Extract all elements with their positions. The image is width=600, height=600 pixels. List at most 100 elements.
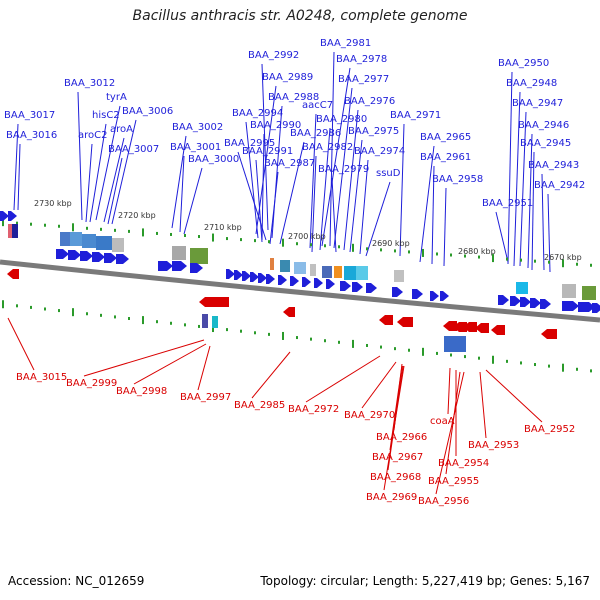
accession-label: Accession: NC_012659 bbox=[8, 574, 145, 588]
forward-gene-line bbox=[319, 127, 331, 251]
forward-gene-line bbox=[359, 159, 369, 255]
forward-gene-label: BAA_2995 bbox=[224, 138, 275, 149]
forward-gene-arrow bbox=[578, 302, 595, 312]
scale-tick bbox=[576, 262, 578, 266]
scale-tick bbox=[72, 308, 74, 317]
forward-gene-label: BAA_2965 bbox=[420, 132, 471, 143]
forward-gene-line bbox=[171, 135, 187, 229]
scale-tick bbox=[198, 324, 200, 328]
forward-gene-line bbox=[419, 145, 435, 263]
forward-gene-label: BAA_2986 bbox=[290, 128, 341, 139]
reverse-gene-line bbox=[361, 361, 397, 409]
scale-tick bbox=[170, 232, 172, 236]
scale-tick bbox=[240, 329, 242, 333]
forward-gene-line bbox=[547, 193, 551, 273]
scale-tick bbox=[338, 340, 340, 344]
forward-gene-line bbox=[237, 151, 267, 241]
forward-gene-arrow bbox=[56, 249, 69, 259]
reverse-gene-line bbox=[389, 365, 403, 451]
feature-block bbox=[70, 232, 82, 246]
forward-gene-label: BAA_2978 bbox=[336, 54, 387, 65]
forward-gene-label: BAA_3016 bbox=[6, 130, 57, 141]
scale-tick bbox=[338, 245, 340, 249]
scale-tick bbox=[436, 252, 438, 256]
forward-gene-line bbox=[255, 159, 263, 243]
reverse-gene-label: BAA_2956 bbox=[418, 496, 469, 507]
scale-tick bbox=[114, 315, 116, 319]
forward-gene-line bbox=[95, 105, 121, 221]
forward-gene-label: BAA_2974 bbox=[354, 146, 405, 157]
feature-block bbox=[294, 262, 306, 274]
forward-gene-line bbox=[17, 143, 21, 211]
reverse-gene-arrow bbox=[443, 321, 457, 331]
forward-gene-line bbox=[271, 105, 283, 239]
feature-blocks bbox=[8, 224, 596, 352]
scale-label: 2680 kbp bbox=[458, 247, 496, 256]
scale-tick bbox=[422, 248, 424, 257]
genome-summary: Topology: circular; Length: 5,227,419 bp… bbox=[260, 574, 590, 588]
scale-tick bbox=[16, 221, 18, 225]
forward-gene-arrow bbox=[314, 278, 323, 288]
scale-tick bbox=[324, 244, 326, 248]
forward-gene-label: BAA_2979 bbox=[318, 164, 369, 175]
forward-gene-label: BAA_2981 bbox=[320, 38, 371, 49]
scale-tick bbox=[282, 331, 284, 340]
feature-block bbox=[582, 286, 596, 300]
scale-tick bbox=[212, 324, 214, 333]
feature-block bbox=[444, 336, 466, 352]
reverse-gene-label: coaA bbox=[430, 416, 455, 427]
reverse-gene-arrow bbox=[463, 322, 477, 332]
scale-tick bbox=[422, 347, 424, 356]
scale-tick bbox=[520, 361, 522, 365]
scale-tick bbox=[506, 359, 508, 363]
reverse-gene-line bbox=[7, 317, 35, 371]
forward-gene-arrow bbox=[226, 269, 235, 279]
reverse-gene-label: BAA_2968 bbox=[370, 472, 421, 483]
reverse-gene-arrow bbox=[215, 297, 229, 307]
forward-gene-line bbox=[349, 139, 363, 253]
scale-label: 2720 kbp bbox=[118, 211, 156, 220]
forward-gene-label: BAA_2946 bbox=[518, 120, 569, 131]
scale-tick bbox=[548, 364, 550, 368]
scale-tick bbox=[380, 248, 382, 252]
reverse-gene-label: BAA_2969 bbox=[366, 492, 417, 503]
forward-gene-line bbox=[111, 119, 137, 225]
scale-tick bbox=[380, 345, 382, 349]
scale-tick bbox=[520, 258, 522, 262]
forward-gene-label: BAA_2971 bbox=[390, 110, 441, 121]
reverse-gene-label: BAA_2954 bbox=[438, 458, 489, 469]
scale-tick bbox=[254, 331, 256, 335]
forward-gene-label: BAA_3002 bbox=[172, 122, 223, 133]
forward-gene-label: BAA_2992 bbox=[248, 50, 299, 61]
scale-label: 2700 kbp bbox=[288, 232, 326, 241]
feature-block bbox=[334, 266, 342, 278]
forward-gene-line bbox=[245, 121, 259, 239]
reverse-gene-arrow bbox=[379, 315, 393, 325]
scale-tick bbox=[114, 228, 116, 232]
forward-gene-label: BAA_2990 bbox=[250, 120, 301, 131]
scale-tick bbox=[464, 355, 466, 359]
scale-tick bbox=[240, 238, 242, 242]
forward-gene-line bbox=[269, 171, 279, 245]
reverse-gene-label: BAA_2967 bbox=[372, 452, 423, 463]
forward-gene-line bbox=[103, 137, 125, 223]
forward-gene-label: aacC7 bbox=[302, 100, 333, 111]
forward-gene-label: BAA_2947 bbox=[512, 98, 563, 109]
forward-gene-label: BAA_2991 bbox=[242, 146, 293, 157]
forward-gene-arrow bbox=[412, 289, 423, 299]
scale-tick bbox=[156, 320, 158, 324]
scale-tick bbox=[100, 227, 102, 231]
gene-arrows bbox=[0, 211, 600, 339]
reverse-gene-label: BAA_2952 bbox=[524, 424, 575, 435]
forward-gene-arrow bbox=[430, 291, 439, 301]
scale-label: 2670 kbp bbox=[544, 253, 582, 262]
forward-gene-arrow bbox=[366, 283, 377, 293]
reverse-gene-arrow bbox=[453, 322, 467, 332]
forward-gene-label: BAA_2982 bbox=[302, 142, 353, 153]
reverse-gene-label: BAA_2998 bbox=[116, 386, 167, 397]
scale-tick bbox=[310, 337, 312, 341]
reverse-gene-label: BAA_2985 bbox=[234, 400, 285, 411]
reverse-gene-label: BAA_2997 bbox=[180, 392, 231, 403]
forward-gene-arrow bbox=[68, 250, 81, 260]
forward-gene-label: BAA_2980 bbox=[316, 114, 367, 125]
